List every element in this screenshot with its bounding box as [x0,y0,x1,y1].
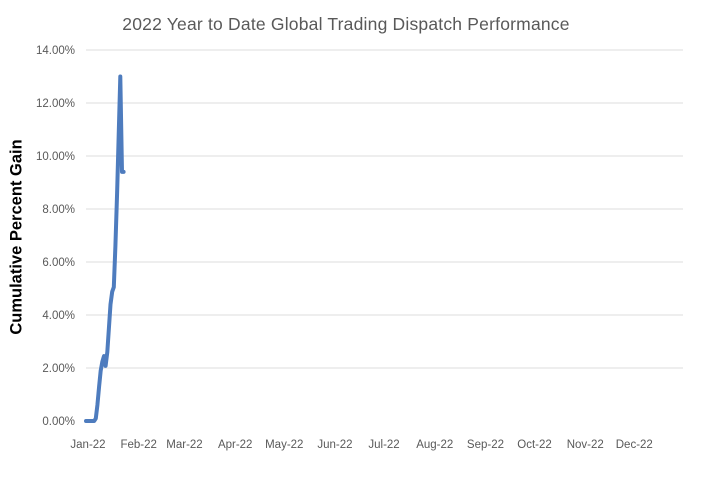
x-tick-label: Nov-22 [567,439,604,451]
x-tick-label: Jul-22 [368,439,399,451]
x-tick-label: Sep-22 [467,439,504,451]
y-tick-label: 4.00% [42,310,75,322]
chart-title: 2022 Year to Date Global Trading Dispatc… [122,14,570,34]
x-tick-label: Jun-22 [317,439,352,451]
x-tick-label: Apr-22 [218,439,253,451]
x-tick-label: Oct-22 [517,439,552,451]
y-tick-label: 14.00% [36,45,75,57]
x-tick-label: Mar-22 [166,439,202,451]
series-line [84,74,126,423]
x-tick-label: Feb-22 [120,439,156,451]
y-tick-label: 8.00% [42,204,75,216]
y-tick-label: 2.00% [42,363,75,375]
x-tick-label: Dec-22 [616,439,653,451]
y-tick-label: 10.00% [36,151,75,163]
x-tick-label: Jan-22 [70,439,105,451]
y-tick-label: 0.00% [42,416,75,428]
y-tick-label: 6.00% [42,257,75,269]
x-tick-label: Aug-22 [416,439,453,451]
x-tick-label: May-22 [265,439,303,451]
y-tick-label: 12.00% [36,98,75,110]
